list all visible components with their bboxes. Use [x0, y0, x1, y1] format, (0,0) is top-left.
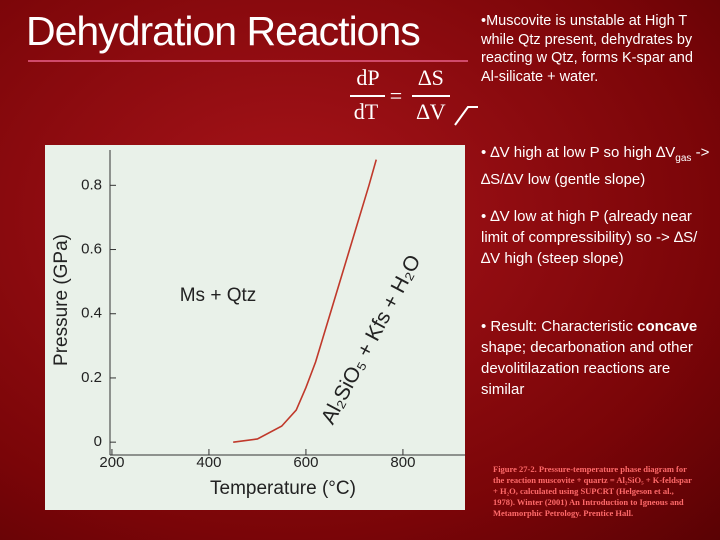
- y-tick-label: 0.2: [81, 369, 102, 386]
- y-tick-label: 0.8: [81, 176, 102, 193]
- slide-title: Dehydration Reactions: [26, 8, 421, 54]
- reaction-curve: [233, 159, 378, 443]
- bullet-text: shape; decarbonation and other devolitil…: [481, 339, 693, 398]
- bullet-text: -> ∆S/∆V low (gentle slope): [481, 144, 710, 188]
- y-tick-label: 0.6: [81, 240, 102, 257]
- bullet: • ∆V low at high P (already near limit o…: [481, 208, 698, 267]
- eq-equals: =: [390, 83, 402, 108]
- bullet-text: • Result: Characteristic: [481, 318, 638, 335]
- eq-num-left: dP: [356, 65, 379, 90]
- pointer: [454, 106, 478, 126]
- eq-num-right: ∆S: [418, 65, 444, 90]
- y-tick-label: 0: [94, 433, 102, 450]
- subscript: gas: [675, 153, 692, 164]
- chart-panel: [45, 145, 465, 510]
- bullet: • ∆V high at low P so high ∆Vgas -> ∆S/∆…: [481, 142, 716, 190]
- bullet: •Muscovite is unstable at High T while Q…: [481, 13, 693, 85]
- y-tick-label: 0.4: [81, 305, 102, 322]
- bullet-bold: concave: [637, 318, 698, 335]
- x-tick-label: 400: [196, 454, 221, 471]
- x-axis-label: Temperature (°C): [210, 478, 356, 499]
- x-tick-label: 200: [99, 454, 124, 471]
- y-axis-label: Pressure (GPa): [51, 234, 72, 366]
- x-tick-label: 800: [390, 454, 415, 471]
- bullet: • Result: Characteristic concave shape; …: [481, 316, 713, 400]
- eq-den-left: dT: [354, 99, 379, 124]
- eq-den-right: ∆V: [416, 99, 445, 124]
- annotation: Ms + Qtz: [180, 285, 257, 306]
- bullet-text: • ∆V high at low P so high ∆V: [481, 144, 676, 161]
- x-tick-label: 600: [293, 454, 318, 471]
- caption: Figure 27-2. Pressure-temperature phase …: [493, 464, 692, 518]
- title-rule: [28, 60, 468, 62]
